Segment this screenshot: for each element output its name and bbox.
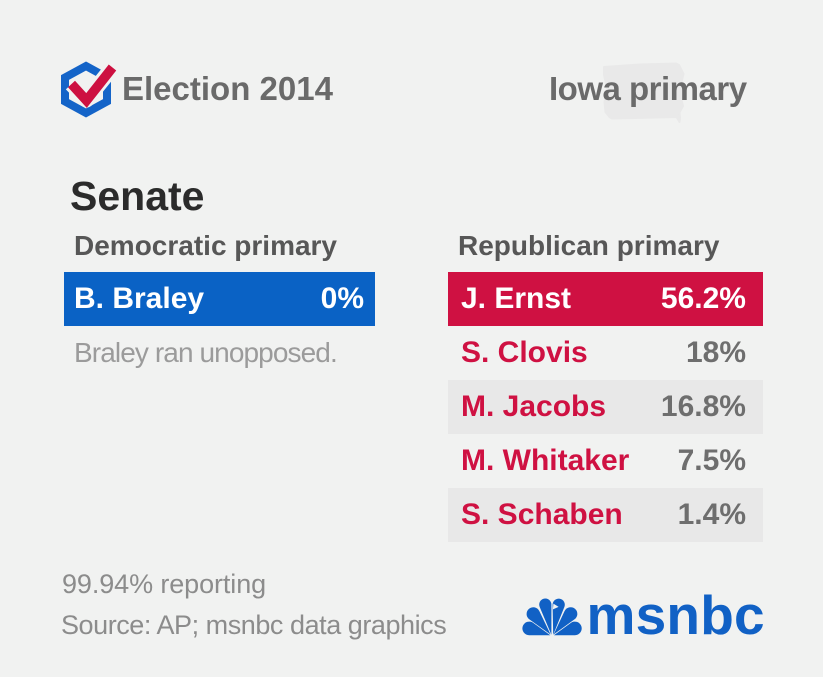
svg-text:msnbc: msnbc	[587, 584, 765, 646]
